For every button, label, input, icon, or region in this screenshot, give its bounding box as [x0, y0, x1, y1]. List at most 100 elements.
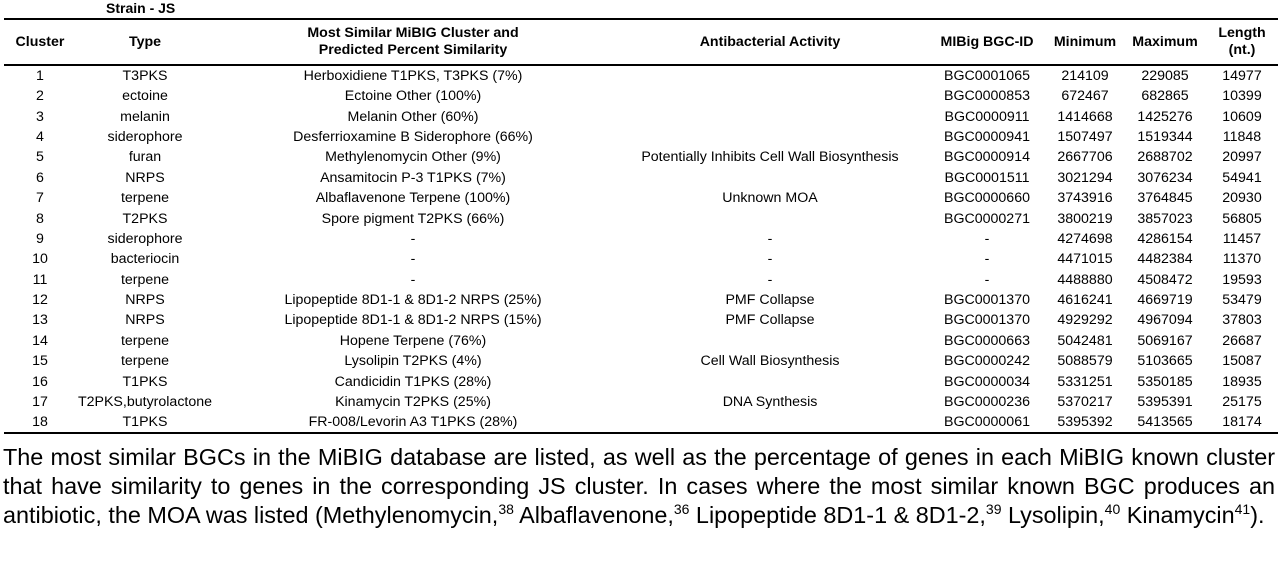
cell-cluster: 14	[32, 332, 48, 349]
cell-bgc-id: BGC0001370	[944, 312, 1030, 329]
header-length: Length (nt.)	[1206, 19, 1278, 65]
caption-text-2: Albaflavenone,	[513, 502, 674, 528]
cell-cluster: 1	[36, 68, 44, 84]
cell-bgc-id: -	[984, 230, 990, 247]
cell-activity: -	[767, 230, 773, 247]
cell-most-similar: Desferrioxamine B Siderophore (66%)	[293, 128, 533, 145]
caption-ref-39: 39	[985, 501, 1002, 518]
cell-most-similar: Methylenomycin Other (9%)	[325, 149, 501, 166]
cell-minimum: 5042481	[1057, 332, 1113, 349]
table-row: 5 furan Methylenomycin Other (9%) Potential…	[4, 147, 1278, 167]
cell-maximum: 4482384	[1137, 251, 1193, 268]
caption-ref-38: 38	[498, 501, 514, 518]
cell-activity	[612, 65, 928, 86]
cell-most-similar: Lipopeptide 8D1-1 & 8D1-2 NRPS (15%)	[284, 312, 542, 329]
cell-length: 10399	[1222, 88, 1262, 105]
cell-maximum: 3764845	[1137, 190, 1193, 207]
cell-activity: Potentially Inhibits Cell Wall Biosynthe…	[641, 149, 899, 166]
cell-length: 14977	[1222, 68, 1262, 84]
cell-type: T2PKS,butyrolactone	[77, 394, 213, 411]
header-most-similar-line1: Most Similar MiBIG Cluster and	[307, 25, 519, 41]
cell-most-similar: Lipopeptide 8D1-1 & 8D1-2 NRPS (25%)	[284, 292, 542, 309]
header-bgc-id: MIBig BGC-ID	[940, 33, 1034, 50]
cell-type: siderophore	[107, 128, 183, 145]
cell-length: 11457	[1222, 230, 1262, 247]
cell-most-similar: -	[410, 230, 416, 247]
table-header: Cluster Type Most Similar MiBIG Cluster …	[4, 19, 1278, 65]
cell-bgc-id: BGC0001065	[944, 68, 1030, 84]
header-length-line1: Length	[1218, 25, 1266, 41]
cell-activity: Unknown MOA	[722, 190, 818, 207]
cell-maximum: 5395391	[1137, 394, 1193, 411]
cell-most-similar: Ansamitocin P-3 T1PKS (7%)	[320, 169, 506, 186]
cell-activity: -	[767, 251, 773, 268]
strain-label: Strain - JS	[106, 0, 176, 16]
table-row: 15 terpene Lysolipin T2PKS (4%) Cell Wall B…	[4, 351, 1278, 371]
cell-most-similar: Herboxidiene T1PKS, T3PKS (7%)	[303, 68, 523, 84]
cell-maximum: 3857023	[1137, 210, 1193, 227]
cell-minimum: 214109	[1061, 68, 1109, 84]
cell-length: 56805	[1222, 210, 1262, 227]
caption-text-5: Kinamycin	[1120, 502, 1235, 528]
cell-activity: -	[767, 271, 773, 288]
table-row: 2 ectoine Ectoine Other (100%) BGC0000853 67…	[4, 86, 1278, 106]
caption-text-6: ).	[1250, 502, 1265, 528]
cell-minimum: 4616241	[1057, 292, 1113, 309]
cell-minimum: 3021294	[1057, 169, 1113, 186]
cell-bgc-id: BGC0000853	[944, 88, 1030, 105]
cell-activity	[612, 168, 928, 188]
table-caption: The most similar BGCs in the MiBIG datab…	[3, 443, 1275, 530]
table-row: 18 T1PKS FR-008/Levorin A3 T1PKS (28%) BGC0…	[4, 412, 1278, 434]
caption-text-4: Lysolipin,	[1001, 502, 1105, 528]
cell-cluster: 11	[32, 271, 48, 288]
table-row: 17 T2PKS,butyrolactone Kinamycin T2PKS (25…	[4, 392, 1278, 412]
cell-activity	[612, 86, 928, 106]
cell-maximum: 4508472	[1137, 271, 1193, 288]
cell-cluster: 9	[36, 230, 44, 247]
cell-activity: PMF Collapse	[725, 292, 815, 309]
cell-minimum: 5088579	[1057, 353, 1113, 370]
cell-minimum: 3800219	[1057, 210, 1113, 227]
cell-type: furan	[128, 149, 162, 166]
cell-activity	[612, 412, 928, 433]
cell-type: terpene	[120, 332, 170, 349]
cell-minimum: 4929292	[1057, 312, 1113, 329]
cell-cluster: 4	[36, 128, 44, 145]
cell-most-similar: Melanin Other (60%)	[347, 108, 479, 125]
cell-activity: PMF Collapse	[725, 312, 815, 329]
header-most-similar-line2: Predicted Percent Similarity	[318, 42, 508, 58]
header-activity: Antibacterial Activity	[699, 33, 841, 50]
cell-maximum: 5350185	[1137, 373, 1193, 390]
cell-bgc-id: BGC0001511	[944, 169, 1030, 186]
cell-activity: Cell Wall Biosynthesis	[700, 353, 840, 370]
cell-maximum: 3076234	[1137, 169, 1193, 186]
cell-length: 25175	[1222, 394, 1262, 411]
header-type: Type	[128, 33, 162, 50]
cell-minimum: 4471015	[1057, 251, 1113, 268]
cell-cluster: 2	[36, 88, 44, 105]
cell-most-similar: -	[410, 251, 416, 268]
cell-most-similar: Lysolipin T2PKS (4%)	[344, 353, 482, 370]
cell-cluster: 8	[36, 210, 44, 227]
cell-minimum: 4274698	[1057, 230, 1113, 247]
table-row: 4 siderophore Desferrioxamine B Siderophor…	[4, 127, 1278, 147]
cell-bgc-id: BGC0000034	[944, 373, 1030, 390]
cell-cluster: 10	[32, 251, 48, 268]
cell-maximum: 5413565	[1137, 414, 1193, 431]
table-row: 1 T3PKS Herboxidiene T1PKS, T3PKS (7%) BGC0…	[4, 65, 1278, 86]
cell-type: ectoine	[122, 88, 168, 105]
cell-cluster: 7	[36, 190, 44, 207]
cell-length: 20930	[1222, 190, 1262, 207]
table-row: 16 T1PKS Candicidin T1PKS (28%) BGC0000034 5…	[4, 371, 1278, 391]
cell-cluster: 17	[32, 394, 48, 411]
header-minimum: Minimum	[1053, 33, 1117, 50]
cell-most-similar: -	[410, 271, 416, 288]
cell-type: siderophore	[107, 230, 183, 247]
cell-type: T2PKS	[122, 210, 168, 227]
cell-length: 20997	[1222, 149, 1262, 166]
cell-bgc-id: BGC0000061	[944, 414, 1030, 431]
table-row: 12 NRPS Lipopeptide 8D1-1 & 8D1-2 NRPS (25…	[4, 290, 1278, 310]
header-maximum: Maximum	[1132, 33, 1198, 50]
cell-activity	[612, 106, 928, 126]
cell-minimum: 5395392	[1057, 414, 1113, 431]
